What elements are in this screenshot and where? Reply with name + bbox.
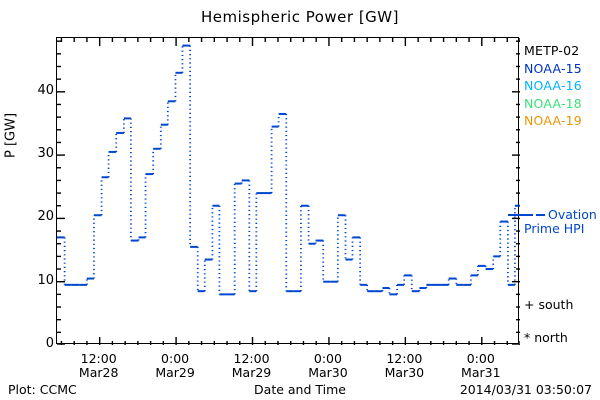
x-tick-time: 12:00 — [233, 351, 270, 366]
y-tick-label: 10 — [37, 272, 54, 288]
footer-timestamp: 2014/03/31 03:50:07 — [459, 382, 592, 397]
x-tick-label: 0:00 Mar31 — [441, 352, 521, 380]
x-axis-label: Date and Time — [254, 382, 346, 397]
x-tick-time: 0:00 — [466, 351, 495, 366]
ovation-level-stub — [508, 214, 524, 216]
y-axis-label: P [GW] — [3, 112, 19, 159]
x-tick-date: Mar28 — [78, 365, 119, 380]
y-tick-label: 20 — [37, 209, 54, 225]
y-tick-label: 0 — [45, 336, 54, 351]
plus-icon: + — [524, 297, 535, 312]
x-tick-date: Mar30 — [308, 365, 348, 380]
data-series-layer — [57, 38, 520, 345]
legend-item-noaa-16: NOAA-16 — [524, 78, 582, 93]
marker-note-south: + south — [524, 297, 573, 312]
x-tick-label: 12:00 Mar30 — [364, 352, 444, 380]
marker-note-north: * north — [524, 330, 568, 345]
x-tick-time: 12:00 — [80, 351, 117, 366]
x-tick-time: 0:00 — [313, 351, 342, 366]
x-tick-date: Mar29 — [231, 365, 272, 380]
page-title: Hemispheric Power [GW] — [201, 8, 399, 26]
marker-note-north-label: north — [534, 330, 568, 345]
dash-icon — [536, 214, 545, 216]
footer-plot-credit: Plot: CCMC — [8, 382, 77, 397]
legend: METP-02 NOAA-15 NOAA-16 NOAA-18 NOAA-19 — [524, 42, 582, 130]
y-tick-label: 40 — [37, 82, 54, 98]
x-tick-date: Mar30 — [384, 365, 425, 380]
ovation-label-line1: Ovation — [548, 207, 597, 222]
asterisk-icon: * — [524, 330, 531, 345]
legend-item-metp-02: METP-02 — [524, 43, 580, 58]
y-tick-label: 30 — [37, 146, 54, 162]
plot-area — [56, 37, 520, 345]
legend-item-noaa-18: NOAA-18 — [524, 95, 582, 111]
x-tick-date: Mar29 — [155, 365, 195, 380]
x-tick-time: 12:00 — [386, 351, 423, 366]
dash-icon — [524, 214, 533, 216]
x-tick-label: 0:00 Mar29 — [135, 352, 215, 380]
ovation-prime-annotation: Ovation Prime HPI — [524, 208, 597, 236]
x-tick-label: 12:00 Mar28 — [59, 352, 139, 380]
marker-note-south-label: south — [538, 297, 574, 312]
x-tick-time: 0:00 — [161, 351, 190, 366]
legend-item-noaa-15: NOAA-15 — [524, 60, 582, 76]
x-tick-label: 12:00 Mar29 — [212, 352, 292, 380]
x-tick-label: 0:00 Mar30 — [288, 352, 368, 380]
x-tick-date: Mar31 — [461, 365, 501, 380]
y-axis-tick-labels: 0 10 20 30 40 — [8, 0, 54, 400]
ovation-label-line2: Prime HPI — [524, 221, 585, 236]
legend-item-noaa-19: NOAA-19 — [524, 113, 582, 128]
